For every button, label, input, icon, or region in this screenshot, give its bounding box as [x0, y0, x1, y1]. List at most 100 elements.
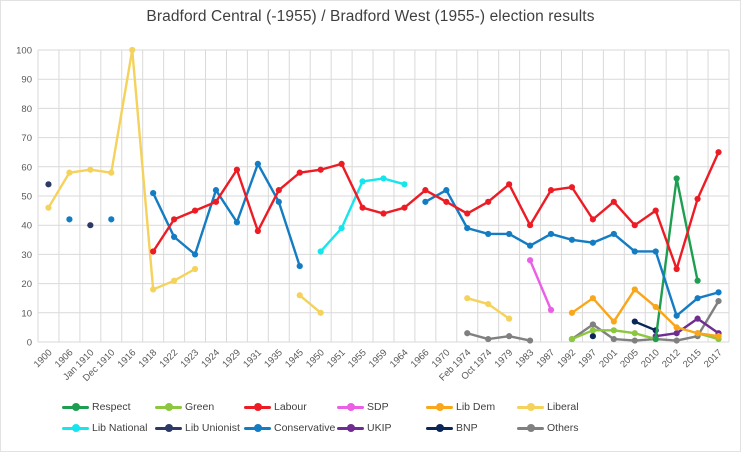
point-others-1979 — [506, 333, 513, 340]
point-liberal-Dec-1910 — [108, 169, 115, 176]
point-labour-1922 — [171, 216, 178, 223]
point-labour-1951 — [338, 160, 345, 167]
svg-text:1929: 1929 — [220, 347, 243, 370]
svg-text:1924: 1924 — [199, 347, 222, 370]
point-labour-1955 — [359, 204, 366, 211]
svg-text:2015: 2015 — [681, 347, 704, 370]
legend-item-sdp: SDP — [337, 399, 426, 415]
point-sdp-1987 — [547, 306, 555, 313]
svg-text:1951: 1951 — [325, 347, 348, 370]
point-lib-dem-2005 — [631, 286, 638, 293]
legend-item-ukip: UKIP — [337, 420, 426, 436]
point-liberal-1900 — [45, 204, 52, 211]
svg-text:1923: 1923 — [178, 347, 201, 370]
point-ukip-2012 — [673, 330, 680, 337]
legend-label-ukip: UKIP — [367, 422, 392, 434]
svg-text:50: 50 — [21, 192, 32, 203]
svg-text:2017: 2017 — [702, 347, 725, 370]
point-lib-dem-2001 — [610, 318, 617, 325]
legend-marker-respect-icon — [62, 403, 89, 411]
point-respect-2012 — [673, 175, 680, 182]
svg-text:10: 10 — [21, 308, 32, 319]
legend-marker-lib-dem-icon — [426, 403, 453, 411]
svg-text:80: 80 — [21, 104, 32, 115]
point-lib-dem-1992 — [568, 309, 576, 316]
point-conservative-1992 — [568, 236, 576, 243]
point-liberal-Oct-1974 — [485, 300, 492, 308]
point-liberal-1923 — [191, 265, 199, 273]
legend-item-lib-national: Lib National — [62, 420, 155, 436]
legend-marker-green-icon — [155, 403, 182, 411]
point-others-2001 — [610, 335, 617, 343]
svg-text:2012: 2012 — [660, 347, 683, 370]
point-liberal-1916 — [129, 46, 136, 54]
point-labour-1983 — [526, 222, 534, 229]
point-labour-Feb-1974 — [464, 210, 471, 217]
point-conservative-1979 — [506, 230, 513, 238]
legend-label-conservative: Conservative — [274, 422, 336, 434]
legend-label-lib-unionist: Lib Unionist — [185, 422, 240, 434]
point-ukip-2015 — [694, 315, 701, 322]
point-lib-dem-1997 — [589, 295, 596, 302]
legend-item-lib-dem: Lib Dem — [426, 399, 517, 415]
legend-label-labour: Labour — [274, 401, 307, 413]
point-bnp-2005 — [631, 318, 638, 325]
legend-marker-labour-icon — [244, 403, 271, 411]
svg-text:1922: 1922 — [158, 347, 181, 370]
point-conservative-1906 — [66, 216, 73, 223]
point-lib-dem-2017 — [715, 333, 722, 340]
point-green-1992 — [568, 335, 576, 343]
point-others-1997 — [589, 321, 596, 328]
point-labour-2017 — [715, 149, 722, 156]
svg-text:1955: 1955 — [346, 347, 369, 370]
legend-marker-ukip-icon — [337, 424, 364, 432]
svg-text:40: 40 — [21, 221, 32, 232]
point-conservative-2012 — [673, 312, 680, 319]
point-conservative-1923 — [191, 251, 199, 258]
legend-item-green: Green — [155, 399, 244, 415]
chart-legend: Respect Green Labour SDP Lib Dem Liberal Lib N… — [62, 399, 687, 436]
point-others-2005 — [631, 337, 638, 344]
point-conservative-Dec-1910 — [108, 216, 115, 223]
point-labour-1997 — [589, 216, 596, 223]
svg-text:20: 20 — [21, 279, 32, 290]
point-conservative-1987 — [547, 230, 555, 238]
legend-marker-lib-national-icon — [62, 424, 89, 432]
svg-text:0: 0 — [27, 338, 32, 349]
series-lib-national — [317, 175, 408, 255]
svg-text:1916: 1916 — [116, 347, 139, 370]
svg-text:1945: 1945 — [283, 347, 306, 370]
point-conservative-1922 — [171, 233, 178, 240]
svg-text:1900: 1900 — [32, 347, 55, 370]
series-respect — [652, 175, 701, 343]
point-labour-Oct-1974 — [485, 198, 492, 205]
point-labour-1931 — [254, 227, 261, 235]
svg-text:2005: 2005 — [618, 347, 641, 370]
point-labour-1929 — [233, 166, 241, 173]
point-conservative-2001 — [610, 230, 617, 238]
series-others — [464, 298, 722, 344]
point-conservative-1945 — [296, 262, 303, 270]
point-conservative-1931 — [254, 160, 261, 167]
point-lib-unionist-1900 — [45, 181, 52, 188]
svg-text:60: 60 — [21, 162, 32, 173]
point-labour-1992 — [568, 184, 576, 191]
point-labour-2015 — [694, 195, 701, 203]
series-lib-unionist — [45, 181, 94, 229]
point-others-Oct-1974 — [485, 335, 492, 343]
point-labour-1966 — [422, 187, 429, 194]
svg-text:1987: 1987 — [534, 347, 557, 370]
legend-marker-sdp-icon — [337, 403, 364, 411]
point-labour-1945 — [296, 169, 303, 176]
y-axis-tick-labels: 0 10 20 30 40 50 60 70 80 90 100 — [16, 46, 32, 349]
point-labour-1959 — [380, 210, 387, 217]
svg-text:1979: 1979 — [493, 347, 516, 370]
point-lib-national-1955 — [359, 178, 366, 185]
point-others-Feb-1974 — [464, 330, 471, 337]
point-conservative-2017 — [715, 289, 722, 296]
svg-text:30: 30 — [21, 250, 32, 261]
point-lib-unionist-Jan-1910 — [87, 222, 94, 229]
legend-label-respect: Respect — [92, 401, 131, 413]
point-labour-1987 — [547, 187, 555, 194]
point-lib-dem-2015 — [694, 330, 701, 337]
